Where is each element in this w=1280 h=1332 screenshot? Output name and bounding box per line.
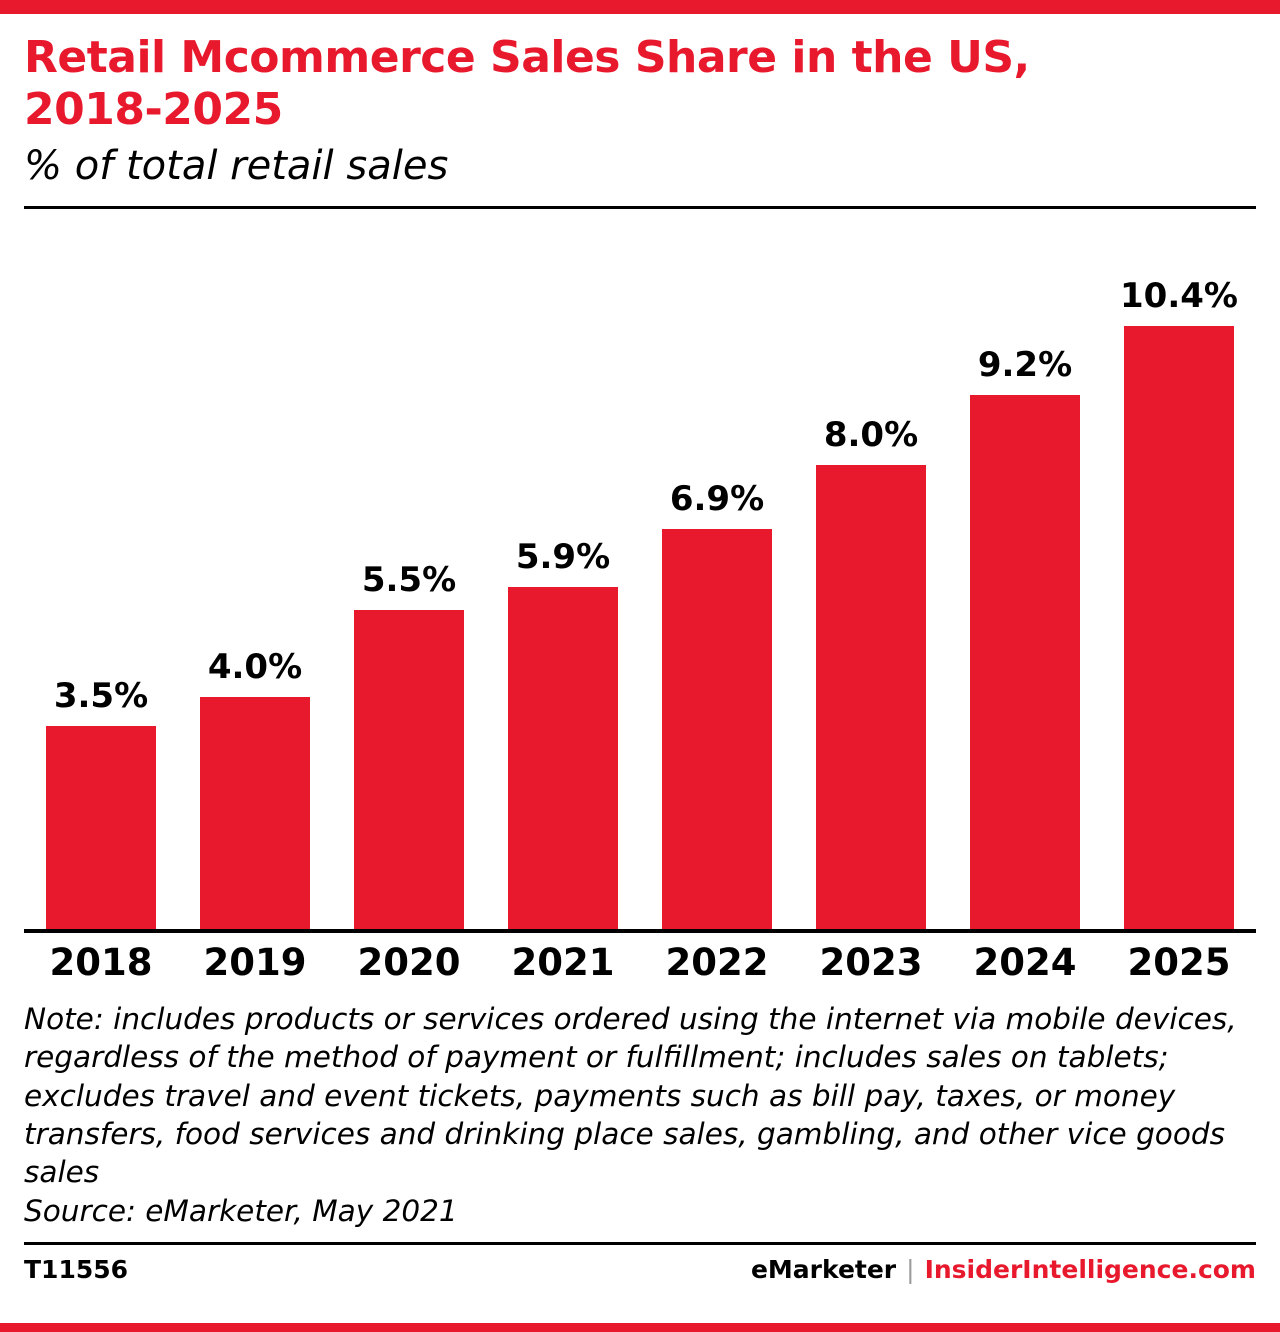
bar-value-label: 5.9% xyxy=(515,536,611,577)
title-line-2: 2018-2025 xyxy=(24,83,283,135)
bar-group: 5.5% xyxy=(332,217,486,929)
x-axis-tick-label: 2024 xyxy=(973,940,1077,984)
bar xyxy=(45,725,157,929)
bar xyxy=(199,696,311,929)
bar-group: 5.9% xyxy=(486,217,640,929)
bar-value-label: 4.0% xyxy=(207,646,303,687)
footer-divider xyxy=(24,1241,1256,1245)
chart-id: T11556 xyxy=(24,1254,129,1284)
bar-group: 8.0% xyxy=(794,217,948,929)
x-axis-tick-label: 2020 xyxy=(357,940,461,984)
bar-value-label: 10.4% xyxy=(1120,275,1238,316)
chart-note: Note: includes products or services orde… xyxy=(24,1001,1237,1190)
header-divider xyxy=(24,205,1256,209)
bar-value-label: 8.0% xyxy=(823,414,919,455)
bar-value-label: 3.5% xyxy=(53,675,149,716)
bar xyxy=(507,586,619,929)
bar-group: 10.4% xyxy=(1102,217,1256,929)
top-accent-bar xyxy=(0,0,1280,14)
x-axis-line xyxy=(24,928,1256,933)
page-subtitle: % of total retail sales xyxy=(24,142,449,189)
x-axis-tick-label: 2022 xyxy=(665,940,769,984)
bottom-accent-bar xyxy=(0,1323,1280,1332)
brand-emarketer: eMarketer xyxy=(750,1254,897,1284)
x-axis-tick-label: 2019 xyxy=(203,940,307,984)
bar-value-label: 9.2% xyxy=(977,344,1073,385)
bar-group: 9.2% xyxy=(948,217,1102,929)
bar-group: 3.5% xyxy=(24,217,178,929)
bar xyxy=(661,528,773,929)
bar-chart: 3.5% 4.0% 5.5% 5.9% 6.9% 8.0% 9.2% 10.4% 2018 20… xyxy=(24,217,1256,984)
footer-brands: eMarketer | InsiderIntelligence.com xyxy=(751,1255,1256,1284)
brand-separator: | xyxy=(906,1254,915,1284)
title-line-1: Retail Mcommerce Sales Share in the US, xyxy=(24,32,1030,83)
bar xyxy=(353,609,465,929)
content-area: Retail Mcommerce Sales Share in the US, … xyxy=(0,14,1280,1323)
bar xyxy=(969,394,1081,929)
x-axis-labels: 2018 2019 2020 2021 2022 2023 2024 2025 xyxy=(24,941,1256,984)
brand-site-link: InsiderIntelligence.com xyxy=(924,1254,1256,1284)
bars-row: 3.5% 4.0% 5.5% 5.9% 6.9% 8.0% 9.2% 10.4% xyxy=(24,217,1256,929)
x-axis-tick-label: 2021 xyxy=(511,940,615,984)
page-title: Retail Mcommerce Sales Share in the US, … xyxy=(24,32,1256,136)
bar-group: 6.9% xyxy=(640,217,794,929)
x-axis-tick-label: 2023 xyxy=(819,940,923,984)
bar-group: 4.0% xyxy=(178,217,332,929)
bar xyxy=(815,464,927,929)
x-axis-tick-label: 2018 xyxy=(49,940,153,984)
x-axis-tick-label: 2025 xyxy=(1127,940,1231,984)
bar-value-label: 6.9% xyxy=(669,478,765,519)
footer: T11556 eMarketer | InsiderIntelligence.c… xyxy=(24,1245,1256,1294)
bar xyxy=(1123,325,1235,929)
bar-value-label: 5.5% xyxy=(361,559,457,600)
chart-source: Source: eMarketer, May 2021 xyxy=(24,1193,458,1228)
